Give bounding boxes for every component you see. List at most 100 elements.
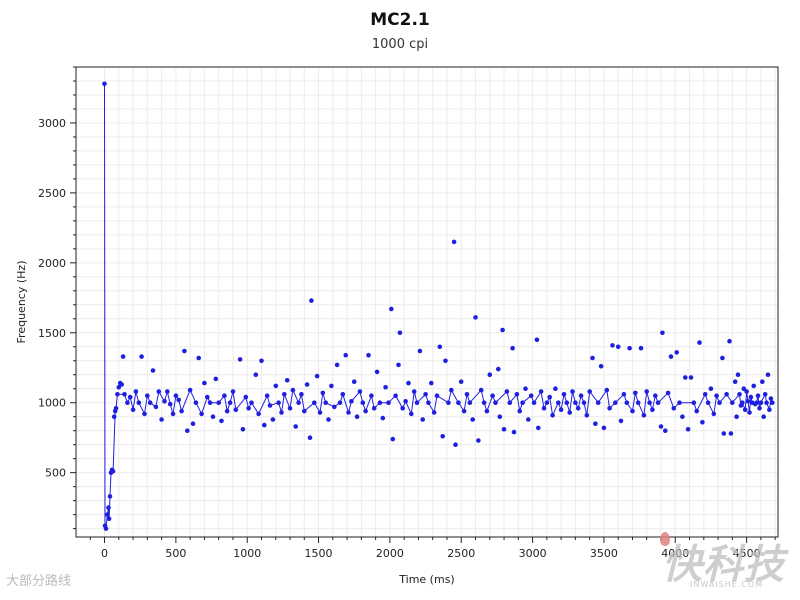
data-point (314, 373, 320, 379)
data-point (720, 355, 725, 361)
watermark-left: 大部分路线 (6, 574, 72, 589)
data-point (233, 407, 239, 413)
data-point (607, 406, 612, 411)
data-point (550, 413, 555, 418)
data-point (584, 413, 590, 418)
data-point (581, 400, 587, 406)
data-point (253, 372, 259, 378)
data-point (473, 315, 478, 320)
data-point (700, 420, 705, 425)
data-point (222, 393, 227, 399)
data-points (102, 81, 775, 531)
data-point (207, 400, 213, 406)
data-point (660, 330, 665, 336)
data-point (767, 407, 772, 413)
data-point (453, 442, 458, 448)
data-point (179, 408, 184, 414)
data-point (633, 390, 638, 396)
data-point (299, 392, 304, 397)
data-point (680, 414, 685, 420)
data-point (193, 400, 199, 406)
data-point (668, 354, 674, 359)
data-point (377, 400, 383, 406)
data-point (119, 382, 124, 387)
data-point (115, 392, 120, 397)
data-point (740, 400, 745, 406)
data-point (110, 469, 116, 474)
data-point (165, 389, 170, 394)
data-point (167, 401, 173, 407)
y-tick-label: 3000 (38, 117, 66, 130)
data-point (102, 81, 107, 87)
data-point (371, 406, 377, 411)
data-point (702, 392, 708, 397)
data-point (624, 400, 630, 406)
data-point (302, 408, 307, 414)
data-point (575, 406, 581, 411)
data-point (205, 394, 210, 400)
data-point (351, 379, 357, 385)
data-point (130, 407, 136, 413)
data-point (507, 400, 513, 406)
data-point (685, 427, 691, 432)
data-point (618, 418, 624, 424)
data-point (613, 400, 618, 406)
data-point (714, 393, 719, 399)
data-point (357, 389, 363, 394)
data-point (630, 408, 635, 414)
data-point (449, 387, 454, 393)
data-point (400, 406, 406, 411)
data-point (145, 393, 150, 399)
data-point (691, 400, 697, 406)
data-point (721, 431, 727, 436)
data-point (210, 414, 216, 420)
data-point (446, 400, 451, 406)
data-point (317, 410, 323, 415)
y-axis-ticks: 500 1000 1500 2000 2500 3000 (38, 66, 76, 530)
data-point (665, 390, 671, 396)
data-point (558, 407, 564, 413)
data-point (653, 393, 658, 399)
data-point (185, 428, 190, 434)
data-point (397, 330, 403, 336)
grid-lines (76, 66, 778, 537)
data-point (528, 393, 534, 399)
chart-subtitle: 1000 cpi (371, 37, 429, 52)
data-point (638, 345, 644, 351)
data-point (536, 425, 541, 431)
data-point (573, 400, 578, 406)
data-point (122, 392, 127, 397)
data-point (755, 393, 761, 399)
data-point (461, 408, 467, 414)
data-point (547, 394, 552, 400)
data-point (334, 362, 340, 368)
data-point (745, 399, 751, 404)
data-point (544, 400, 550, 406)
data-point (504, 389, 510, 394)
data-point (730, 400, 735, 406)
data-point (414, 400, 420, 406)
data-point (264, 393, 270, 399)
data-point (650, 407, 655, 413)
data-point (768, 396, 774, 401)
data-point (202, 380, 207, 386)
x-tick-label: 3500 (590, 547, 618, 560)
y-tick-label: 1500 (38, 327, 66, 340)
data-point (497, 414, 503, 420)
data-point (761, 414, 766, 420)
data-point (742, 407, 748, 413)
data-point (744, 389, 749, 394)
data-point (237, 357, 243, 362)
data-point (635, 400, 641, 406)
data-point (511, 429, 517, 435)
data-point (724, 392, 729, 397)
data-point (541, 406, 547, 411)
data-point (728, 431, 734, 436)
data-point (440, 434, 446, 439)
data-point (279, 410, 284, 415)
data-point (360, 400, 366, 406)
data-point (674, 350, 679, 355)
data-point (481, 400, 487, 406)
data-point (366, 352, 371, 358)
data-point (765, 372, 771, 378)
